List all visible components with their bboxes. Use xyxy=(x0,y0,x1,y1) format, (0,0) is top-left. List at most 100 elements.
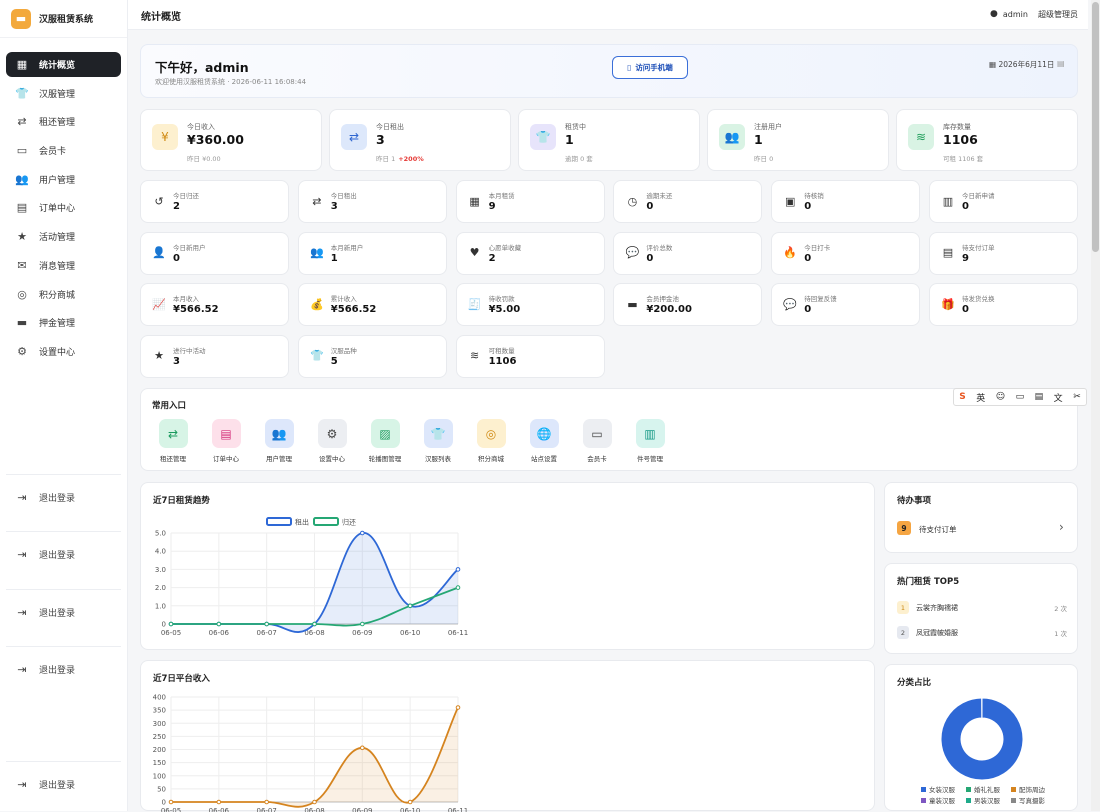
quick-entry-label: 租还管理 xyxy=(150,453,196,463)
quick-entry-item[interactable]: ◎积分商城 xyxy=(468,419,514,463)
stat-label: 待发货兑换 xyxy=(962,293,995,303)
quick-entry-label: 汉服列表 xyxy=(415,453,461,463)
swap-icon: ⇄ xyxy=(341,124,367,150)
hot-rental-name: 凤冠霞帔婚服 xyxy=(916,628,958,638)
y-tick-label: 5.0 xyxy=(155,530,166,538)
logout-button[interactable]: ⇥退出登录 xyxy=(6,657,121,682)
y-tick-label: 0 xyxy=(162,799,166,807)
user-menu[interactable]: ● admin xyxy=(990,9,1028,19)
y-tick-label: 0 xyxy=(162,621,166,629)
layers-icon: ≋ xyxy=(908,124,934,150)
x-tick-label: 06-08 xyxy=(304,807,324,812)
monitor-icon[interactable]: ▭ xyxy=(1016,392,1025,402)
stat-value: 9 xyxy=(489,201,496,212)
legend-item: 男装汉服 xyxy=(966,795,1000,805)
stat-sub: 昨日 1+200% xyxy=(376,153,424,163)
keyboard-icon[interactable]: ▤ xyxy=(1035,392,1044,402)
sogou-icon[interactable]: S xyxy=(959,392,965,402)
logout-label: 退出登录 xyxy=(39,548,75,561)
sign-out-icon: ⇥ xyxy=(15,606,29,620)
sidebar-item-9[interactable]: ▬押金管理 xyxy=(6,310,121,335)
quick-entry-item[interactable]: ▭会员卡 xyxy=(574,419,620,463)
sidebar-item-5[interactable]: ▤订单中心 xyxy=(6,195,121,220)
sidebar-item-label: 押金管理 xyxy=(39,316,75,329)
stat-value: 0 xyxy=(962,304,969,315)
quick-entry-label: 设置中心 xyxy=(309,453,355,463)
image-icon: ▨ xyxy=(371,419,400,448)
globe-icon: 🌐 xyxy=(530,419,559,448)
sidebar-item-4[interactable]: 👥用户管理 xyxy=(6,167,121,192)
quick-entry-item[interactable]: ▥件号管理 xyxy=(627,419,673,463)
gift-icon: 🎁 xyxy=(941,297,955,311)
stat-label: 可租数量 xyxy=(489,345,515,355)
page-scrollbar[interactable] xyxy=(1091,0,1100,811)
sidebar-item-10[interactable]: ⚙设置中心 xyxy=(6,339,121,364)
scrollbar-thumb[interactable] xyxy=(1092,2,1099,252)
legend-swatch xyxy=(966,787,971,792)
comments-icon: 💬 xyxy=(625,246,639,260)
sidebar-item-7[interactable]: ✉消息管理 xyxy=(6,253,121,278)
stat-value: 5 xyxy=(331,356,338,367)
stat-value: 9 xyxy=(962,253,969,264)
logout-button[interactable]: ⇥退出登录 xyxy=(6,772,121,797)
logout-button[interactable]: ⇥退出登录 xyxy=(6,600,121,625)
sidebar-item-1[interactable]: 👕汉服管理 xyxy=(6,81,121,106)
current-date: ▦ 2026年6月11日 xyxy=(989,59,1054,70)
sidebar-item-0[interactable]: ▦统计概览 xyxy=(6,52,121,77)
calendar-toggle-icon[interactable]: ▤ xyxy=(1057,59,1065,68)
envelope-icon: ✉ xyxy=(15,258,29,272)
data-point xyxy=(313,622,317,626)
chart-line-icon: 📈 xyxy=(152,297,166,311)
sidebar-item-label: 统计概览 xyxy=(39,58,75,71)
quick-entry-label: 会员卡 xyxy=(574,453,620,463)
hot-rental-row[interactable]: 2 凤冠霞帔婚服 1 次 xyxy=(897,626,1067,640)
quick-entry-item[interactable]: ⇄租还管理 xyxy=(150,419,196,463)
stat-label: 注册用户 xyxy=(754,122,782,132)
sidebar-item-label: 设置中心 xyxy=(39,345,75,358)
stat-value: 1 xyxy=(331,253,338,264)
stat-label: 逾期未还 xyxy=(646,190,672,200)
sidebar-item-8[interactable]: ◎积分商城 xyxy=(6,282,121,307)
stat-value: 1106 xyxy=(943,132,978,147)
stat-label: 本月收入 xyxy=(173,293,199,303)
quick-entry-item[interactable]: 👕汉服列表 xyxy=(415,419,461,463)
ime-lang-toggle[interactable]: 英 xyxy=(976,391,985,404)
quick-entry-item[interactable]: ▤订单中心 xyxy=(203,419,249,463)
data-point xyxy=(361,746,365,750)
scissors-icon[interactable]: ✂ xyxy=(1073,392,1081,402)
legend-item: 写真摄影 xyxy=(1011,795,1045,805)
user-circle-icon: ● xyxy=(990,9,998,19)
sidebar-item-6[interactable]: ★活动管理 xyxy=(6,224,121,249)
quick-entry-item[interactable]: 🌐站点设置 xyxy=(521,419,567,463)
emoji-icon[interactable]: ☺ xyxy=(996,392,1005,402)
mobile-site-button[interactable]: ▯ 访问手机端 xyxy=(612,56,688,79)
sidebar-item-2[interactable]: ⇄租还管理 xyxy=(6,109,121,134)
translate-icon[interactable]: 文 xyxy=(1054,391,1063,404)
stat-value: 1106 xyxy=(489,356,517,367)
logout-button[interactable]: ⇥退出登录 xyxy=(6,485,121,510)
legend-swatch xyxy=(966,798,971,803)
stat-sub-text: 逾期 0 套 xyxy=(565,155,593,163)
stat-label: 心愿单收藏 xyxy=(489,242,522,252)
greeting: 下午好，admin xyxy=(155,57,249,76)
sidebar-item-3[interactable]: ▭会员卡 xyxy=(6,138,121,163)
undo-icon: ↺ xyxy=(152,194,166,208)
y-tick-label: 100 xyxy=(153,772,166,780)
y-tick-label: 350 xyxy=(153,707,166,715)
logout-label: 退出登录 xyxy=(39,663,75,676)
quick-entry-item[interactable]: ⚙设置中心 xyxy=(309,419,355,463)
layers-icon: ≋ xyxy=(468,349,482,363)
data-point xyxy=(408,800,412,804)
x-tick-label: 06-05 xyxy=(161,629,181,637)
stat-value: 0 xyxy=(962,201,969,212)
star-icon: ★ xyxy=(152,349,166,363)
hot-rental-row[interactable]: 1 云裳齐胸襦裙 2 次 xyxy=(897,601,1067,615)
quick-entry-item[interactable]: ▨轮播图管理 xyxy=(362,419,408,463)
logout-button[interactable]: ⇥退出登录 xyxy=(6,542,121,567)
quick-entry-item[interactable]: 👥用户管理 xyxy=(256,419,302,463)
